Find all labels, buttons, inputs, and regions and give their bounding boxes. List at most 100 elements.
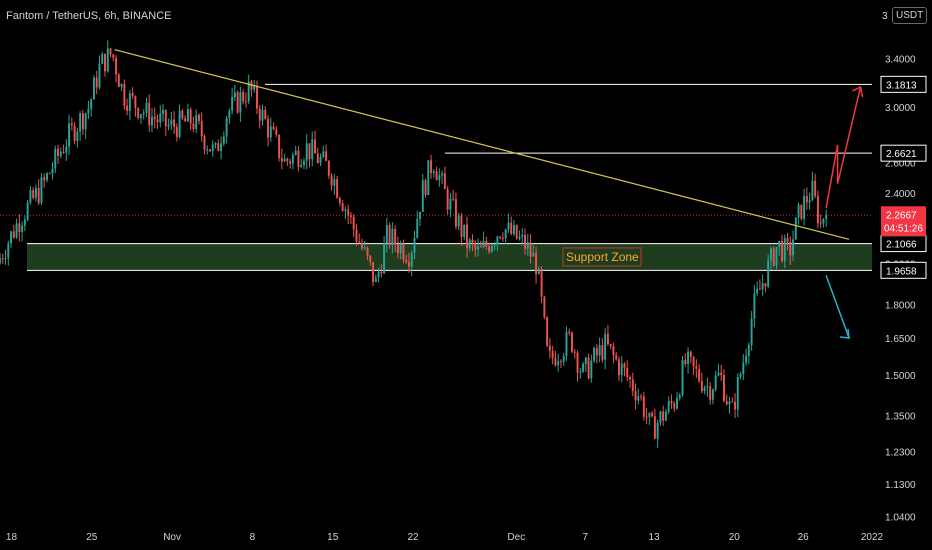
candle-body bbox=[532, 252, 535, 257]
candle-body bbox=[711, 389, 714, 400]
candle-body bbox=[319, 157, 322, 164]
candle-body bbox=[175, 126, 178, 137]
candle-body bbox=[557, 361, 560, 366]
candle-body bbox=[181, 110, 184, 119]
candle-body bbox=[203, 136, 206, 150]
candle-body bbox=[106, 48, 109, 72]
candle-body bbox=[814, 180, 817, 197]
candle-body bbox=[12, 231, 15, 238]
candle-body bbox=[723, 375, 725, 402]
candle-body bbox=[761, 283, 764, 290]
candle-body bbox=[731, 401, 734, 403]
candle-body bbox=[95, 77, 98, 88]
candle-body bbox=[192, 123, 195, 130]
candle-body bbox=[432, 171, 435, 173]
candle-body bbox=[629, 377, 631, 380]
last-price-badge bbox=[881, 206, 926, 237]
level-badge-label: 2.1066 bbox=[886, 240, 917, 251]
candle-body bbox=[421, 180, 424, 212]
candle-body bbox=[631, 379, 634, 392]
time-tick-label: 15 bbox=[327, 532, 339, 543]
candle-body bbox=[46, 173, 48, 181]
candle-body bbox=[584, 357, 587, 364]
candle-body bbox=[322, 151, 325, 158]
candle-body bbox=[170, 119, 173, 125]
candle-body bbox=[626, 367, 629, 378]
candle-body bbox=[369, 255, 372, 262]
support-zone-rect bbox=[27, 243, 872, 271]
candle-body bbox=[21, 225, 24, 233]
candle-body bbox=[32, 190, 35, 198]
candle-body bbox=[769, 248, 772, 261]
candle-body bbox=[689, 351, 692, 357]
candle-body bbox=[507, 222, 510, 230]
candle-body bbox=[435, 171, 438, 181]
candle-body bbox=[753, 293, 756, 319]
candle-body bbox=[297, 150, 300, 167]
candle-body bbox=[325, 151, 328, 162]
candle-body bbox=[344, 209, 347, 211]
candle-body bbox=[109, 48, 112, 55]
candle-body bbox=[258, 108, 261, 121]
candle-body bbox=[488, 246, 491, 252]
candle-body bbox=[446, 189, 449, 210]
level-badge-label: 1.9658 bbox=[886, 266, 917, 277]
candle-body bbox=[217, 143, 220, 152]
level-badge-label: 2.6621 bbox=[886, 149, 917, 160]
candle-body bbox=[562, 355, 565, 362]
currency-button[interactable]: USDT bbox=[892, 7, 928, 24]
candle-body bbox=[54, 148, 57, 169]
candle-body bbox=[37, 187, 40, 203]
arrow-down-head-icon bbox=[839, 328, 850, 339]
candle-body bbox=[264, 109, 267, 119]
candle-body bbox=[231, 97, 234, 111]
time-tick-label: Dec bbox=[507, 532, 525, 543]
candle-body bbox=[540, 268, 543, 297]
candle-body bbox=[269, 126, 272, 138]
candle-body bbox=[725, 401, 728, 405]
candle-body bbox=[239, 92, 242, 113]
candle-body bbox=[15, 223, 18, 238]
time-tick-label: 22 bbox=[407, 532, 419, 543]
candle-body bbox=[267, 118, 270, 138]
time-tick-label: 20 bbox=[729, 532, 741, 543]
price-tick-label: 1.3500 bbox=[885, 411, 916, 422]
candle-body bbox=[515, 225, 518, 239]
candle-body bbox=[184, 118, 187, 122]
candle-body bbox=[609, 344, 612, 347]
candle-body bbox=[123, 83, 126, 106]
candle-body bbox=[233, 92, 236, 98]
candle-body bbox=[62, 151, 65, 153]
candle-body bbox=[51, 168, 54, 174]
candle-body bbox=[504, 229, 507, 239]
arrow-up-head-icon bbox=[852, 85, 864, 98]
candle-body bbox=[617, 359, 620, 376]
candle-body bbox=[479, 246, 482, 248]
time-axis[interactable]: 18 25 Nov 8 15 22 Dec 7 13 20 26 2022 bbox=[6, 532, 884, 543]
candle-body bbox=[775, 246, 778, 266]
candle-body bbox=[742, 362, 745, 375]
candle-body bbox=[477, 246, 480, 250]
candle-body bbox=[278, 134, 281, 159]
candle-body bbox=[311, 139, 314, 160]
candle-body bbox=[349, 215, 352, 217]
candle-body bbox=[582, 363, 585, 372]
candle-body bbox=[706, 386, 709, 388]
candle-body bbox=[380, 271, 383, 274]
candle-body bbox=[247, 81, 250, 102]
price-tick-label: 1.0400 bbox=[885, 512, 916, 523]
candle-body bbox=[521, 234, 524, 237]
candle-body bbox=[670, 400, 673, 404]
candle-body bbox=[756, 288, 759, 294]
candle-body bbox=[634, 391, 637, 401]
candle-body bbox=[604, 333, 607, 360]
candle-body bbox=[7, 243, 10, 259]
candle-body bbox=[405, 259, 408, 263]
candle-body bbox=[803, 195, 806, 219]
candle-body bbox=[778, 240, 781, 247]
candle-body bbox=[73, 125, 76, 141]
candle-body bbox=[377, 271, 380, 278]
candle-body bbox=[352, 216, 355, 230]
candle-body bbox=[457, 215, 460, 227]
